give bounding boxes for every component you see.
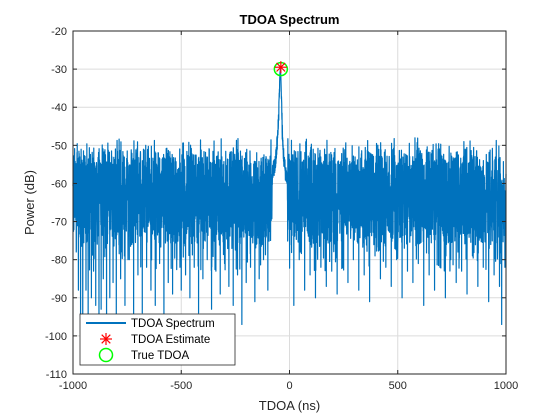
legend-circle-swatch — [98, 347, 114, 363]
y-tick-label: -90 — [51, 293, 67, 305]
x-tick-label: -500 — [170, 380, 192, 392]
spectrum-line — [72, 68, 507, 333]
legend-label-spectrum: TDOA Spectrum — [131, 318, 215, 330]
y-tick-label: -110 — [46, 369, 67, 381]
y-tick-label: -50 — [51, 140, 67, 152]
chart-title: TDOA Spectrum — [240, 12, 340, 27]
y-axis-label: Power (dB) — [22, 170, 37, 235]
x-tick-label: 1000 — [494, 380, 518, 392]
tdoa-estimate-marker — [274, 61, 287, 74]
x-tick-label: 500 — [389, 380, 407, 392]
y-tick-label: -20 — [51, 26, 67, 38]
y-tick-label: -70 — [51, 217, 67, 229]
x-tick-label: -1000 — [59, 380, 87, 392]
y-tick-label: -60 — [51, 178, 67, 190]
y-tick-label: -30 — [51, 64, 67, 76]
legend-label-true: True TDOA — [131, 350, 189, 362]
legend-asterisk-swatch — [100, 333, 112, 345]
y-tick-label: -40 — [51, 102, 67, 114]
markers — [273, 61, 289, 77]
legend: TDOA Spectrum TDOA Estimate True TDOA — [79, 313, 236, 366]
x-axis-label: TDOA (ns) — [259, 398, 320, 413]
legend-label-estimate: TDOA Estimate — [131, 334, 210, 346]
spectrum-series — [72, 68, 507, 333]
y-tick-label: -100 — [45, 331, 67, 343]
x-tick-label: 0 — [286, 380, 292, 392]
y-tick-label: -80 — [51, 255, 67, 267]
axis-ticks: -1000 -500 0 500 1000 -20 -30 -40 -50 -60 -70 -80 -9… — [45, 26, 518, 392]
